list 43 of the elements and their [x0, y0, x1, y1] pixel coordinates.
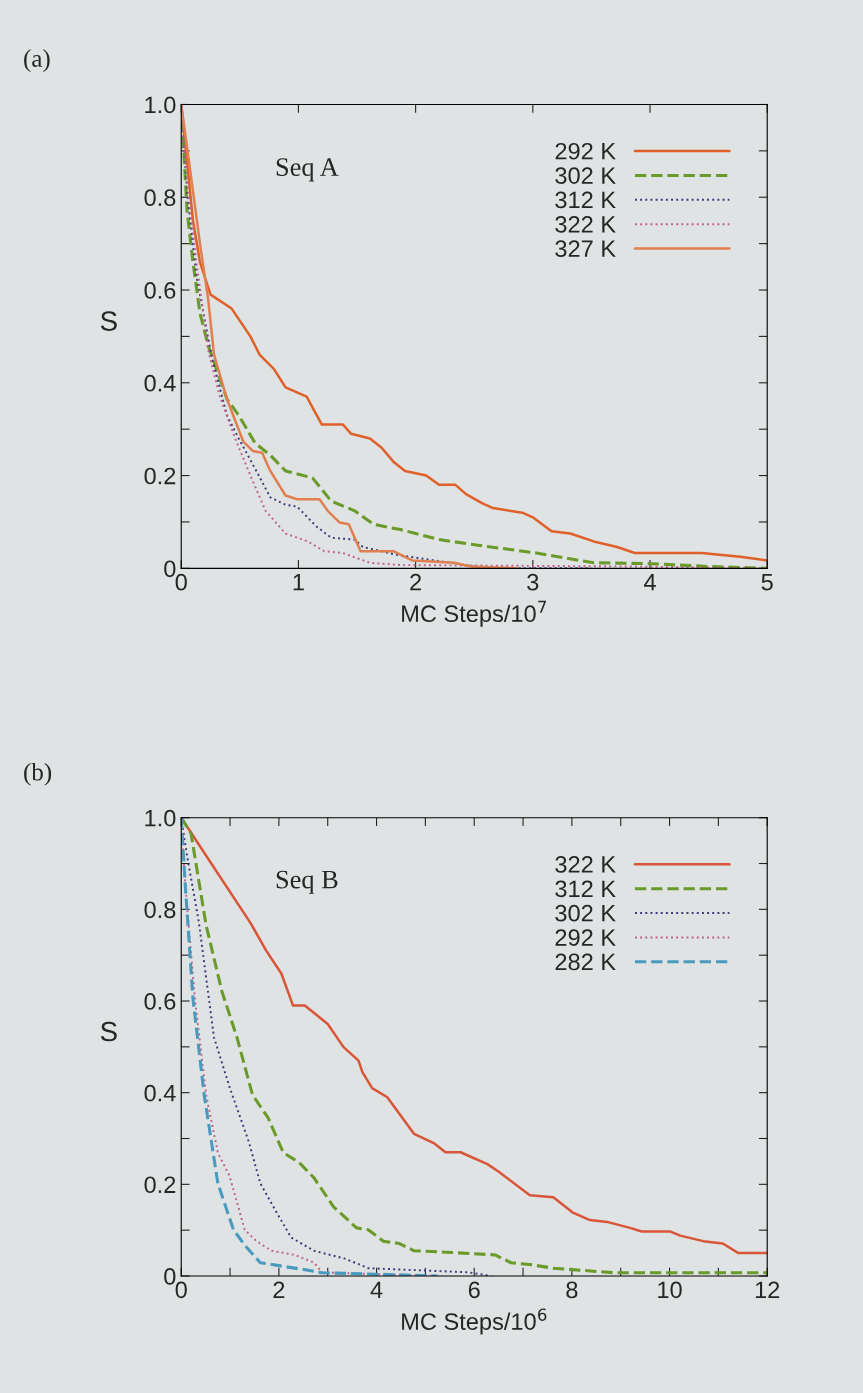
chart-title: (a)	[24, 49, 50, 72]
x-tick-label: 1	[293, 574, 304, 591]
chart-title: (b)	[24, 762, 52, 786]
x-tick-label: 3	[527, 573, 539, 591]
x-tick-label: 0	[175, 1281, 187, 1299]
x-tick-label: 4	[370, 1281, 383, 1298]
y-axis-title: S	[100, 311, 117, 331]
x-tick-label: 2	[410, 573, 421, 591]
y-tick-label: 0.4	[144, 1084, 176, 1102]
x-tick-label: 12	[755, 1281, 780, 1298]
y-tick-label: 0	[164, 560, 176, 578]
y-tick-label: 0.6	[144, 282, 176, 299]
y-tick-label: 0.8	[144, 901, 176, 919]
legend-label: 292 K	[555, 929, 616, 946]
legend-label: 302 K	[555, 167, 616, 184]
legend-label: 302 K	[555, 904, 616, 922]
x-tick-label: 0	[175, 573, 187, 591]
x-tick-label: 4	[643, 574, 656, 591]
x-axis-title: MC Steps/10$^{6}$	[402, 1308, 547, 1335]
y-tick-label: 1.0	[145, 809, 176, 827]
y-tick-label: 0.8	[144, 189, 176, 207]
y-tick-label: 1.0	[145, 96, 176, 114]
legend-label: 322 K	[555, 856, 616, 873]
legend-label: 292 K	[555, 142, 616, 160]
legend-label: 312 K	[555, 191, 616, 209]
x-tick-label: 6	[468, 1281, 480, 1299]
legend-label: 327 K	[555, 240, 616, 258]
annotation: Seq A	[276, 158, 339, 182]
x-tick-label: 8	[566, 1281, 578, 1299]
y-tick-label: 0	[164, 1268, 176, 1285]
x-tick-label: 2	[273, 1281, 285, 1298]
y-tick-label: 0.6	[144, 993, 176, 1010]
y-tick-label: 0.4	[144, 374, 176, 392]
legend-label: 282 K	[555, 953, 616, 971]
y-tick-label: 0.2	[144, 1176, 176, 1194]
x-axis-title: MC Steps/10$^{7}$	[402, 600, 547, 627]
y-axis-title: S	[100, 1021, 117, 1042]
legend-label: 312 K	[555, 880, 616, 898]
x-tick-label: 10	[658, 1281, 682, 1299]
legend-label: 322 K	[555, 215, 616, 233]
annotation: Seq B	[276, 870, 338, 894]
x-tick-label: 5	[761, 574, 773, 591]
y-tick-label: 0.2	[144, 467, 176, 485]
